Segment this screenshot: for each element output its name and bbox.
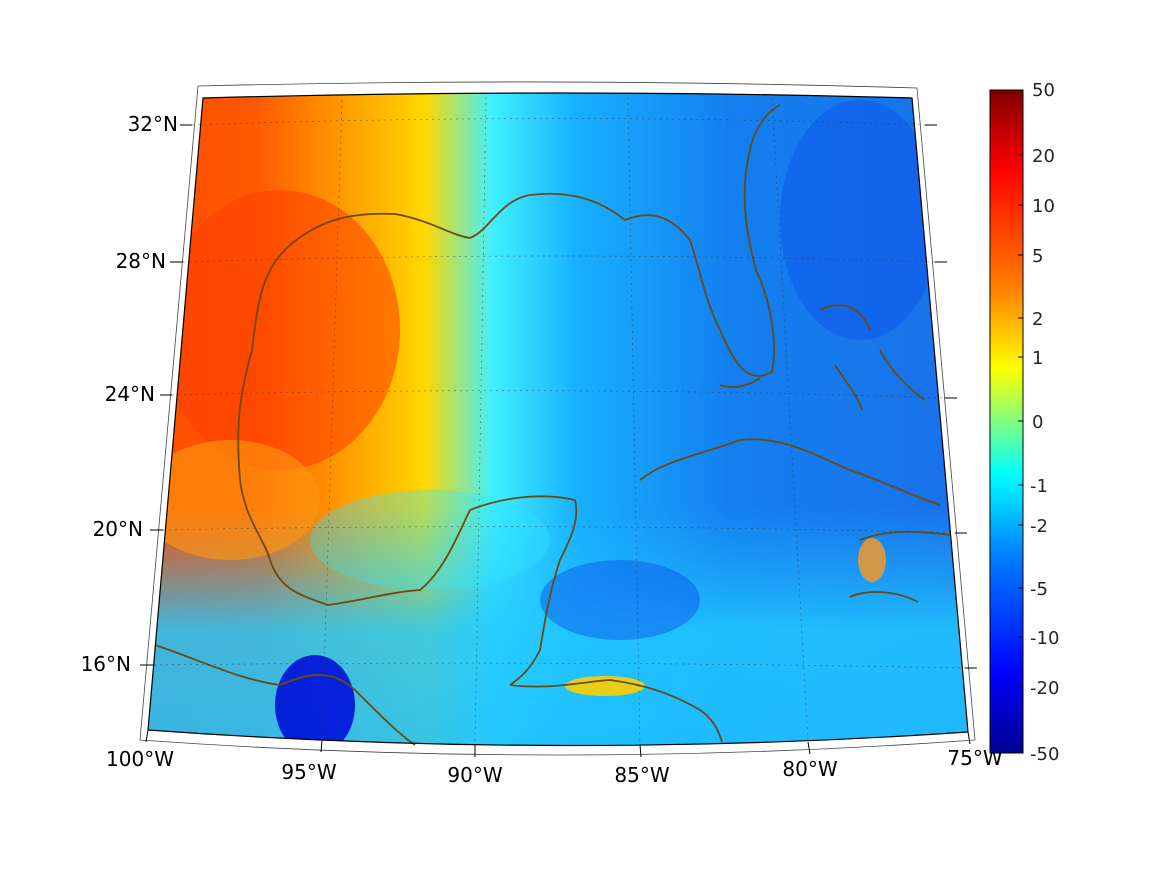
lon-label-80w: 80°W	[782, 757, 837, 781]
map-panel: 32°N 28°N 24°N 20°N 16°N 100°W 95°W 90°W…	[81, 81, 1003, 787]
coastlines	[154, 104, 951, 746]
lon-label-100w: 100°W	[106, 747, 174, 771]
field-deep-blue-caribbean	[540, 560, 700, 640]
lat-label-32: 32°N	[128, 112, 178, 136]
colorbar-label-neg50: -50	[1030, 744, 1059, 765]
lat-label-20: 20°N	[93, 517, 143, 541]
meridian-95	[321, 99, 343, 739]
coast-bahamas	[819, 304, 926, 411]
lat-label-24: 24°N	[105, 382, 155, 406]
field-max-patch	[160, 190, 400, 470]
lat-ticks	[140, 124, 977, 669]
parallel-20	[162, 526, 956, 534]
colorbar-gradient	[989, 89, 1024, 754]
colorbar-label-2: 2	[1032, 309, 1043, 330]
coast-gulf-mexico-us	[237, 104, 781, 481]
map-frame-outer	[139, 81, 976, 756]
field-orange-southwest	[148, 440, 320, 560]
coast-cuba	[639, 438, 941, 506]
colorbar-label-10: 10	[1032, 196, 1055, 217]
colorbar-label-5: 5	[1032, 246, 1043, 267]
data-field	[148, 93, 968, 746]
lat-labels: 32°N 28°N 24°N 20°N 16°N	[81, 112, 178, 676]
meridian-90	[474, 96, 487, 746]
colorbar-label-1: 1	[1032, 348, 1043, 369]
coast-pacific-mexico	[154, 644, 416, 746]
lon-label-85w: 85°W	[614, 763, 669, 787]
coast-mexico-yucatan	[239, 479, 578, 686]
meridian-85	[627, 96, 641, 746]
coast-florida-keys	[719, 377, 761, 388]
field-cyan-gulf	[310, 490, 550, 590]
lon-ticks	[145, 729, 971, 758]
colorbar-label-neg2: -2	[1030, 516, 1048, 537]
coast-jamaica	[849, 591, 919, 603]
coast-central-america	[509, 679, 723, 743]
colorbar: 50 20 10 5 2 1 0 -1 -2 -5 -10 -20 -50	[989, 80, 1059, 765]
colorbar-label-0: 0	[1032, 412, 1043, 433]
colorbar-label-neg5: -5	[1030, 579, 1048, 600]
colorbar-label-neg10: -10	[1030, 628, 1059, 649]
parallel-32	[191, 118, 926, 126]
lat-label-16: 16°N	[81, 652, 131, 676]
colorbar-label-neg20: -20	[1030, 678, 1059, 699]
lon-label-95w: 95°W	[281, 760, 336, 784]
field-deep-blue-atlantic	[780, 100, 940, 340]
colorbar-label-neg1: -1	[1030, 476, 1048, 497]
field-yellow-jamaica-north	[858, 538, 886, 582]
colorbar-labels: 50 20 10 5 2 1 0 -1 -2 -5 -10 -20 -50	[1030, 80, 1059, 765]
field-yellow-honduras	[565, 676, 645, 696]
lon-labels: 100°W 95°W 90°W 85°W 80°W 75°W	[106, 746, 1003, 787]
lon-label-90w: 90°W	[447, 763, 502, 787]
colorbar-label-20: 20	[1032, 146, 1055, 167]
colorbar-label-50: 50	[1032, 80, 1055, 101]
graticule	[153, 96, 966, 746]
map-frame	[147, 92, 969, 747]
lat-label-28: 28°N	[116, 249, 166, 273]
colorbar-ticks	[1018, 154, 1023, 688]
